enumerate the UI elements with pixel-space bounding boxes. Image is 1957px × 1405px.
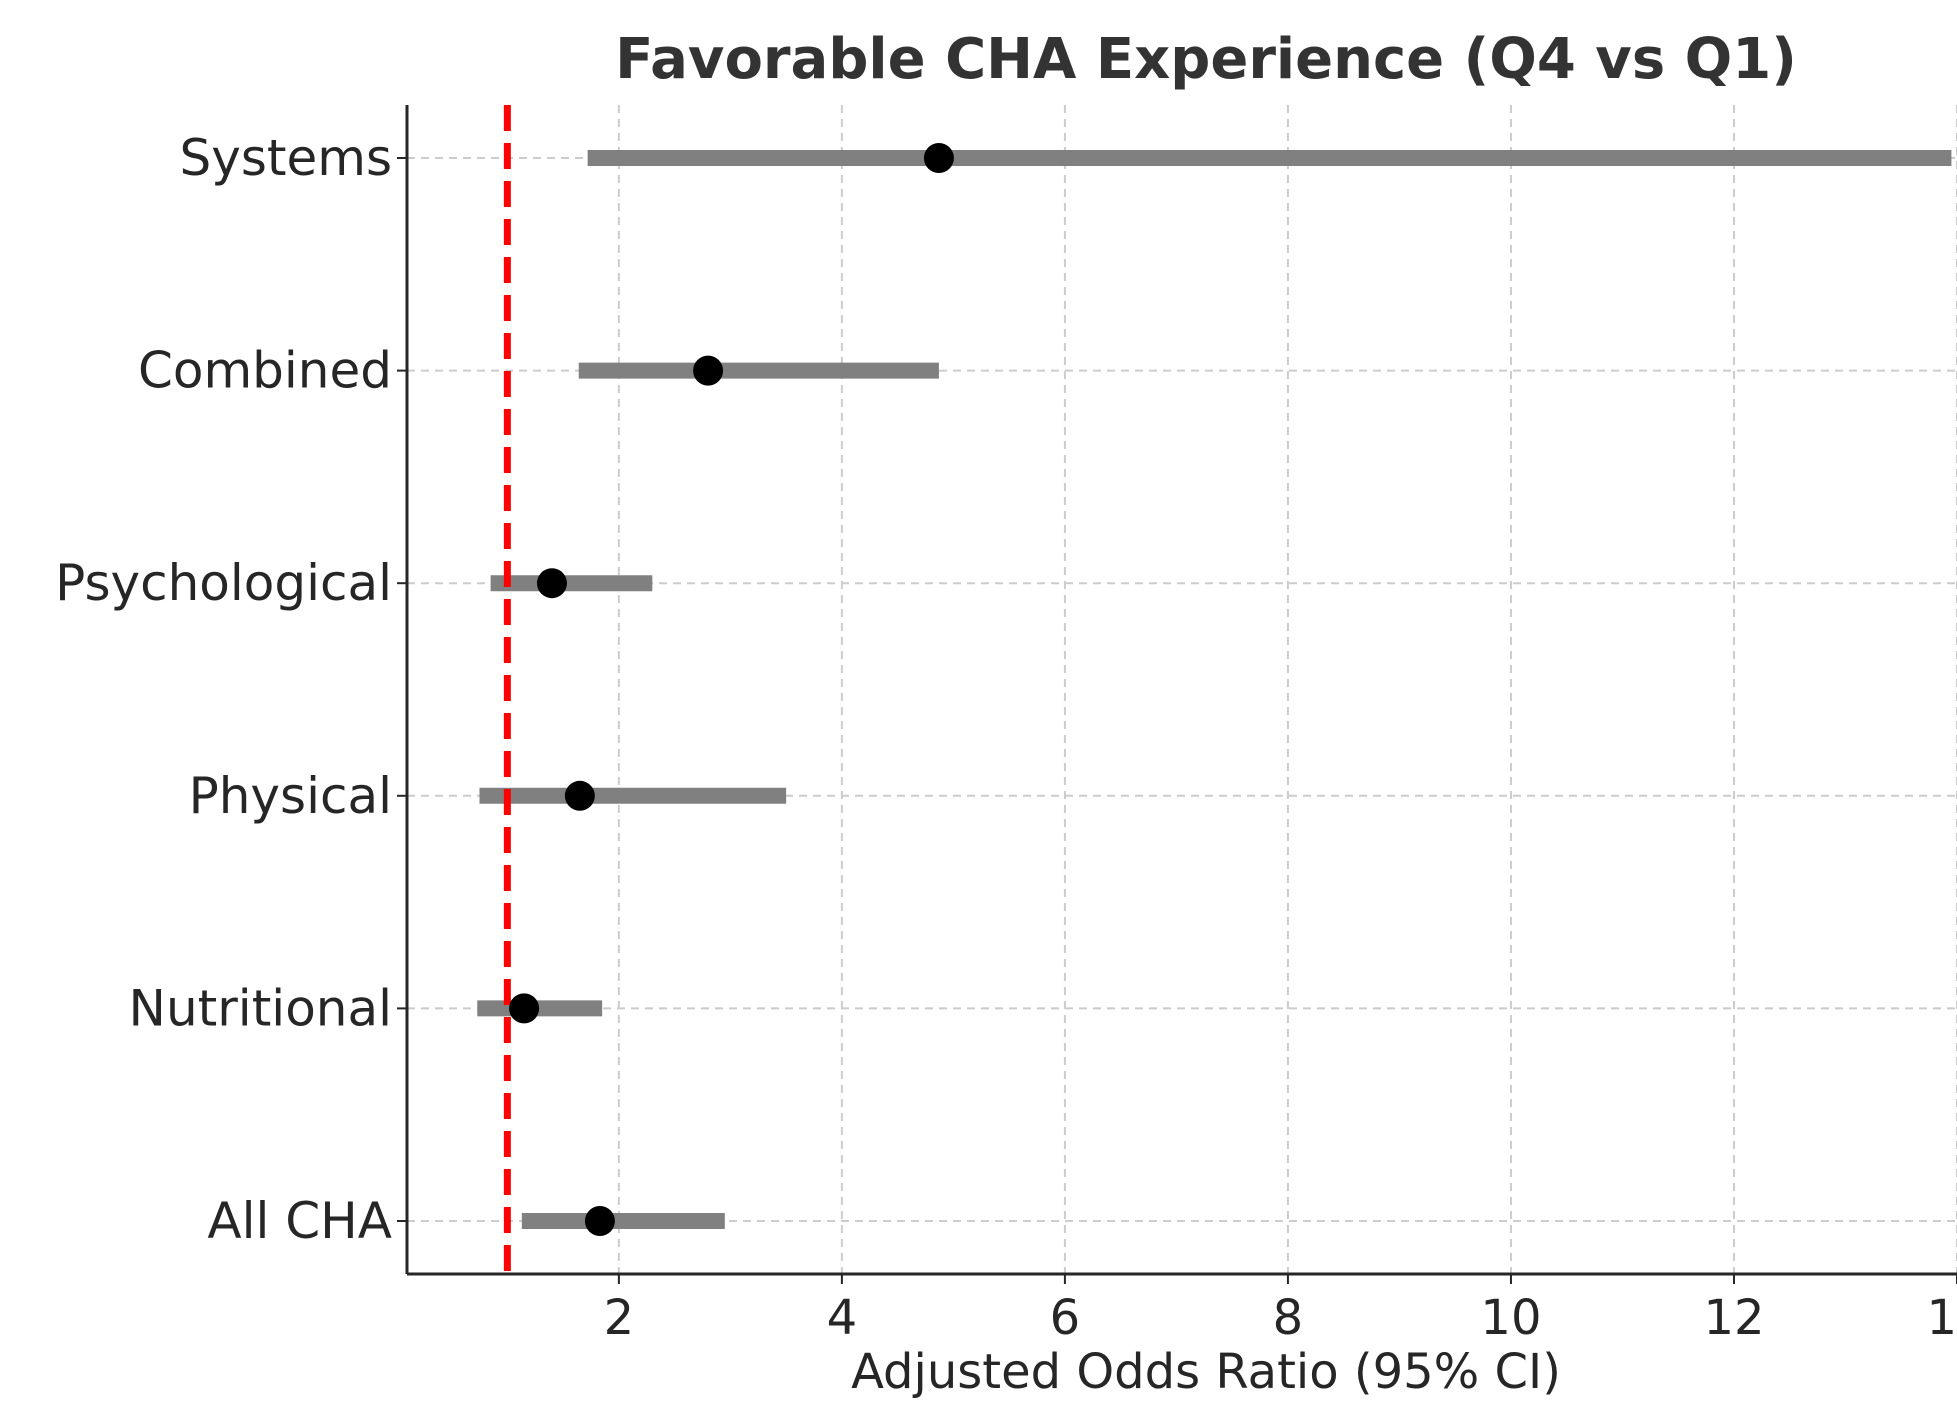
x-tick-labels: 2 4 6 8 10 12 14 bbox=[604, 1290, 1957, 1346]
x-axis-label: Adjusted Odds Ratio (95% CI) bbox=[851, 1344, 1561, 1400]
x-tick-label: 4 bbox=[827, 1290, 858, 1346]
x-tick-label: 12 bbox=[1703, 1290, 1764, 1346]
category-label: All CHA bbox=[207, 1192, 392, 1250]
confidence-intervals bbox=[477, 150, 1952, 1229]
category-label: Nutritional bbox=[129, 979, 392, 1037]
category-label: Psychological bbox=[55, 554, 392, 612]
point-estimate bbox=[564, 780, 595, 811]
point-estimate bbox=[693, 355, 724, 386]
axes bbox=[397, 105, 1957, 1284]
point-estimate bbox=[509, 993, 540, 1024]
category-label: Physical bbox=[189, 767, 392, 825]
category-label: Combined bbox=[138, 342, 392, 400]
y-tick-labels: Systems Combined Psychological Physical Nutr… bbox=[55, 129, 392, 1250]
category-label: Systems bbox=[180, 129, 393, 187]
x-tick-label: 2 bbox=[604, 1290, 635, 1346]
grid-lines bbox=[407, 105, 1957, 1274]
x-tick-label: 8 bbox=[1273, 1290, 1304, 1346]
x-tick-label: 6 bbox=[1050, 1290, 1081, 1346]
x-tick-label: 10 bbox=[1480, 1290, 1541, 1346]
point-estimates bbox=[509, 143, 954, 1236]
point-estimate bbox=[536, 568, 567, 599]
chart-title: Favorable CHA Experience (Q4 vs Q1) bbox=[615, 27, 1797, 92]
x-tick-label: 14 bbox=[1926, 1290, 1957, 1346]
point-estimate bbox=[923, 143, 954, 173]
point-estimate bbox=[584, 1206, 615, 1236]
